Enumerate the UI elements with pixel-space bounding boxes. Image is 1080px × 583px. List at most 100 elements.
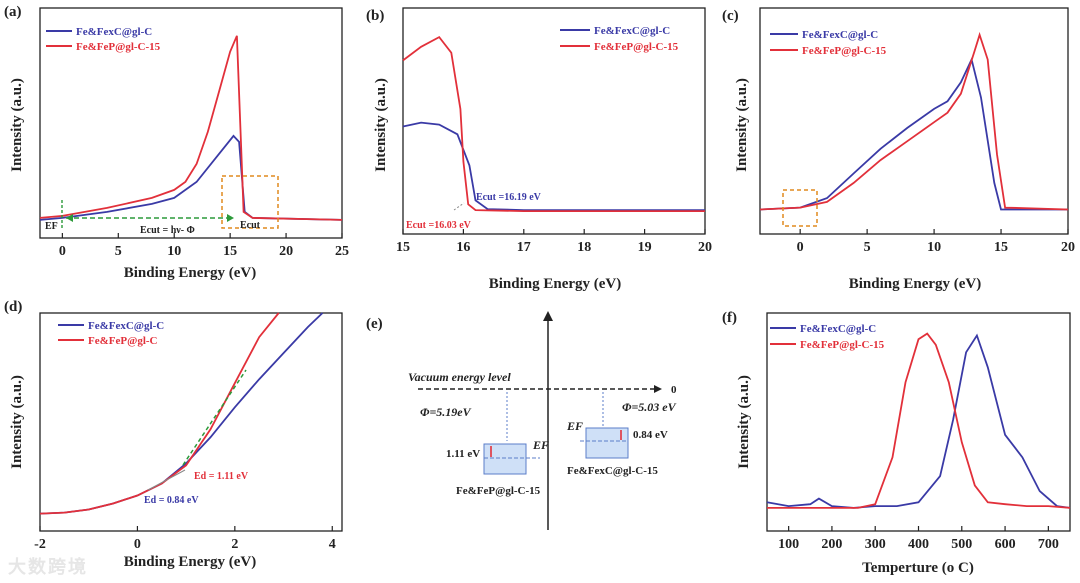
series-line: [767, 332, 1071, 509]
legend-label: Fe&FexC@gl-C: [76, 26, 152, 38]
x-tick-label: 5: [864, 240, 871, 255]
panel-label-b: (b): [366, 8, 384, 24]
red-ecut-label: Ecut =16.03 eV: [406, 220, 472, 231]
vacuum-level-label: Vacuum energy level: [408, 370, 511, 384]
tick-group-f: 100 200 300 400 500 600 700: [778, 526, 1059, 552]
panel-label-e: (e): [366, 316, 383, 332]
x-tick-label: 20: [279, 244, 293, 259]
y-axis-label: Intensity (a.u.): [9, 375, 25, 469]
chart-d: -2 0 2 4 Fe&FexC@gl-C Fe&FeP@gl-C Ed = 1.11…: [9, 312, 343, 570]
series-line: [766, 333, 1071, 509]
zoom-box: [782, 189, 818, 227]
x-tick-label: 0: [134, 537, 141, 552]
legend-label: Fe&FexC@gl-C: [800, 323, 876, 335]
y-axis-label: Intensity (a.u.): [9, 78, 25, 172]
series-line: [39, 312, 324, 515]
x-tick-label: 0: [59, 244, 66, 259]
arrow-right-icon: [654, 385, 662, 393]
energy-diagram: Vacuum energy level 0 Φ=5.19eV 1.11 eV E…: [408, 311, 677, 530]
x-tick-label: 15: [396, 240, 410, 255]
series-line: [402, 35, 705, 212]
x-axis-label: Binding Energy (eV): [849, 276, 982, 292]
chart-b: 15 16 17 18 19 20 Fe&FexC@gl-C Fe&FeP@gl-C-15…: [373, 7, 712, 292]
series-line: [39, 134, 343, 221]
chart-f: 100 200 300 400 500 600 700 Fe&FexC@gl-C Fe&Fe…: [736, 312, 1071, 576]
legend-label: Fe&FeP@gl-C-15: [594, 41, 679, 53]
gap-label: 1.11 eV: [446, 448, 480, 460]
ef-label: EF: [566, 419, 583, 433]
watermark: 大数跨境: [8, 557, 88, 578]
legend-label: Fe&FexC@gl-C: [88, 320, 164, 332]
x-axis-label: Temperture (o C): [862, 560, 974, 576]
gap-label: 0.84 eV: [633, 429, 668, 441]
phi-label: Φ=5.03 eV: [622, 400, 677, 414]
x-tick-label: 15: [223, 244, 237, 259]
plot-frame-c: [759, 7, 1069, 235]
x-tick-label: 100: [778, 537, 799, 552]
x-tick-label: 0: [797, 240, 804, 255]
series-line: [759, 31, 1069, 211]
material-label: Fe&FexC@gl-C-15: [567, 465, 658, 477]
x-tick-label: 10: [927, 240, 941, 255]
x-tick-label: 200: [821, 537, 842, 552]
panel-label-a: (a): [4, 4, 22, 20]
legend-label: Fe&FexC@gl-C: [802, 29, 878, 41]
x-tick-label: 25: [335, 244, 349, 259]
legend-label: Fe&FeP@gl-C-15: [802, 45, 887, 57]
blue-ecut-label: Ecut =16.19 eV: [476, 192, 542, 203]
material-label: Fe&FeP@gl-C-15: [456, 485, 541, 497]
chart-a: 0 5 10 15 20 25 Fe&FexC@gl-C Fe&FeP@gl-C-15 E…: [9, 7, 349, 281]
y-axis-label: Intensity (a.u.): [736, 375, 752, 469]
x-tick-label: 4: [329, 537, 336, 552]
x-tick-label: 700: [1038, 537, 1059, 552]
legend-label: Fe&FexC@gl-C: [594, 25, 670, 37]
tick-group-c: 0 5 10 15 20: [797, 229, 1075, 255]
y-axis-label: Intensity (a.u.): [734, 78, 750, 172]
x-tick-label: 17: [517, 240, 531, 255]
baseline-line: [147, 469, 186, 491]
tangent-line: [453, 202, 465, 211]
plot-frame-a: [39, 7, 343, 239]
x-axis-label: Binding Energy (eV): [489, 276, 622, 292]
ef-label: EF: [532, 438, 549, 452]
x-tick-label: 5: [115, 244, 122, 259]
x-tick-label: 2: [231, 537, 238, 552]
ecut-formula-label: Ecut = hν- Φ: [140, 225, 195, 236]
panel-label-d: (d): [4, 299, 22, 315]
series-line: [402, 121, 705, 211]
x-tick-label: 400: [908, 537, 929, 552]
legend-label: Fe&FeP@gl-C: [88, 335, 158, 347]
tangent-line: [182, 369, 247, 466]
plot-frame-d: [39, 312, 343, 532]
x-tick-label: -2: [34, 537, 46, 552]
tick-group-d: -2 0 2 4: [34, 526, 336, 552]
zoom-box: [221, 175, 279, 229]
x-tick-label: 500: [951, 537, 972, 552]
x-tick-label: 19: [638, 240, 652, 255]
legend-label: Fe&FeP@gl-C-15: [76, 41, 161, 53]
panel-label-c: (c): [722, 8, 739, 24]
tick-group-a: 0 5 10 15 20 25: [59, 233, 349, 259]
legend-label: Fe&FeP@gl-C-15: [800, 339, 885, 351]
zero-label: 0: [671, 384, 677, 396]
x-tick-label: 20: [1061, 240, 1075, 255]
y-axis-label: Intensity (a.u.): [373, 78, 389, 172]
plot-frame-b: [402, 7, 706, 235]
x-axis-label: Binding Energy (eV): [124, 554, 257, 570]
chart-c: 0 5 10 15 20 Fe&FexC@gl-C Fe&FeP@gl-C-15 Bin…: [734, 7, 1075, 292]
series-line: [759, 56, 1068, 211]
ecut-label: Ecut: [240, 220, 261, 231]
axis-arrow-icon: [543, 311, 553, 321]
x-tick-label: 20: [698, 240, 712, 255]
x-tick-label: 600: [995, 537, 1016, 552]
x-tick-label: 10: [167, 244, 181, 259]
phi-label: Φ=5.19eV: [420, 405, 472, 419]
blue-ed-label: Ed = 0.84 eV: [144, 495, 199, 506]
series-line: [39, 312, 280, 515]
panel-label-f: (f): [722, 310, 737, 326]
x-tick-label: 18: [577, 240, 591, 255]
red-ed-label: Ed = 1.11 eV: [194, 471, 249, 482]
ef-label: EF: [45, 221, 58, 232]
x-tick-label: 300: [865, 537, 886, 552]
